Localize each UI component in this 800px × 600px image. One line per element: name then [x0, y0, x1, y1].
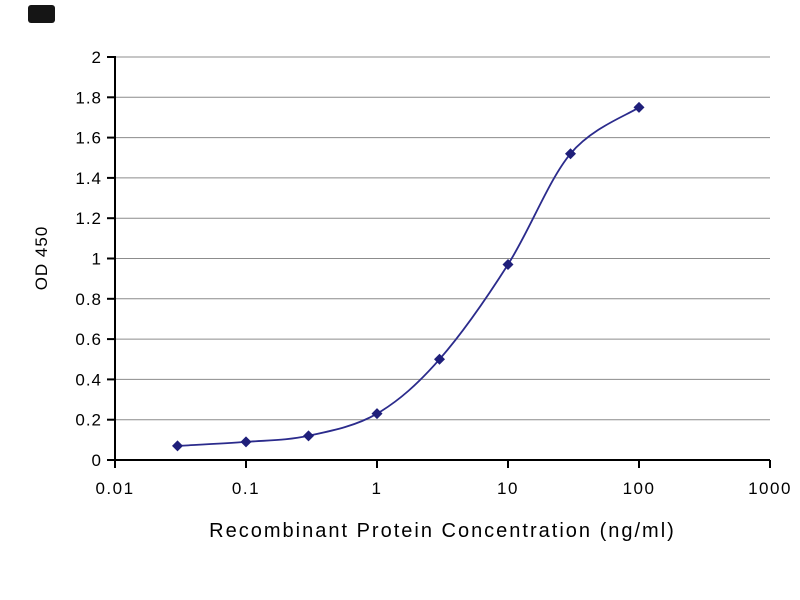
- y-tick-label: 1.2: [75, 209, 102, 228]
- y-axis-title: OD 450: [32, 225, 51, 291]
- y-tick-label: 0.6: [75, 330, 102, 349]
- top-left-logo-fragment: [28, 5, 55, 23]
- y-tick-label: 0.4: [75, 370, 102, 389]
- x-tick-label: 10: [497, 479, 519, 498]
- x-tick-label: 1000: [748, 479, 792, 498]
- data-point-marker: [303, 430, 315, 442]
- x-tick-label: 0.1: [232, 479, 260, 498]
- data-point-marker: [371, 408, 383, 420]
- data-point-marker: [565, 148, 577, 160]
- y-tick-label: 1: [92, 250, 102, 269]
- y-tick-label: 0.2: [75, 411, 102, 430]
- y-tick-label: 0.8: [75, 290, 102, 309]
- y-tick-label: 2: [92, 48, 102, 67]
- data-point-marker: [502, 259, 514, 271]
- data-point-marker: [633, 101, 645, 113]
- x-axis-title: Recombinant Protein Concentration (ng/ml…: [209, 520, 676, 542]
- y-tick-label: 1.8: [75, 88, 102, 107]
- y-tick-label: 0: [92, 451, 102, 470]
- x-tick-label: 100: [623, 479, 656, 498]
- data-point-marker: [240, 436, 252, 448]
- y-tick-label: 1.6: [75, 129, 102, 148]
- series-line: [177, 106, 640, 447]
- data-point-marker: [172, 440, 184, 452]
- x-tick-label: 0.01: [95, 479, 134, 498]
- data-point-marker: [434, 353, 446, 365]
- x-tick-label: 1: [372, 479, 383, 498]
- y-tick-label: 1.4: [75, 169, 102, 188]
